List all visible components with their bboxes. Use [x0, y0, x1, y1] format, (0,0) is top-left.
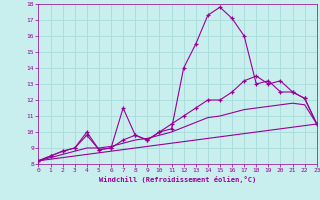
X-axis label: Windchill (Refroidissement éolien,°C): Windchill (Refroidissement éolien,°C) — [99, 176, 256, 183]
